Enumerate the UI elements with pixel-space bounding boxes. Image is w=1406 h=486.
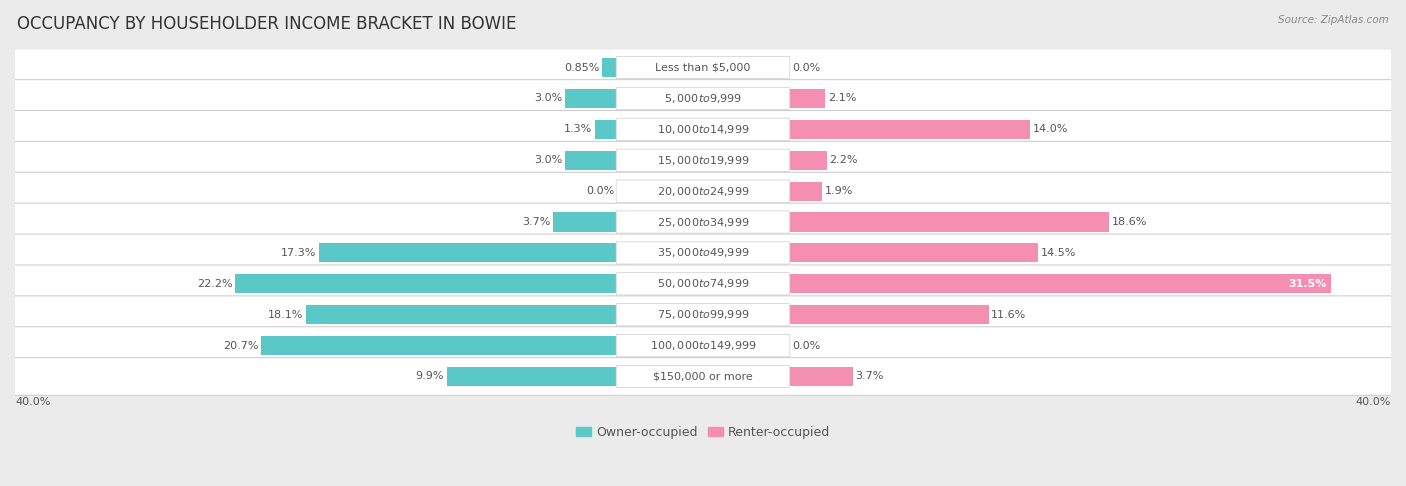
Bar [789,305,988,324]
Bar [235,274,617,294]
FancyBboxPatch shape [616,304,790,326]
FancyBboxPatch shape [616,118,790,140]
FancyBboxPatch shape [4,110,1402,148]
Bar [565,89,617,108]
FancyBboxPatch shape [4,327,1402,364]
Text: 0.0%: 0.0% [792,341,820,350]
FancyBboxPatch shape [4,173,1402,210]
FancyBboxPatch shape [4,296,1402,333]
Text: $10,000 to $14,999: $10,000 to $14,999 [657,123,749,136]
Bar [789,151,827,170]
Bar [789,243,1039,262]
FancyBboxPatch shape [616,87,790,109]
Legend: Owner-occupied, Renter-occupied: Owner-occupied, Renter-occupied [571,421,835,444]
Bar [565,151,617,170]
Text: 14.5%: 14.5% [1042,248,1077,258]
FancyBboxPatch shape [616,56,790,79]
Text: 40.0%: 40.0% [1355,397,1391,407]
Text: 17.3%: 17.3% [281,248,316,258]
Text: 11.6%: 11.6% [991,310,1026,320]
FancyBboxPatch shape [616,149,790,172]
Bar [554,212,617,232]
Text: 0.85%: 0.85% [564,63,599,72]
Bar [789,212,1109,232]
FancyBboxPatch shape [616,273,790,295]
Bar [262,336,617,355]
Bar [789,120,1029,139]
FancyBboxPatch shape [616,242,790,264]
Bar [789,367,852,386]
Text: $25,000 to $34,999: $25,000 to $34,999 [657,215,749,228]
FancyBboxPatch shape [4,203,1402,241]
Text: $5,000 to $9,999: $5,000 to $9,999 [664,92,742,105]
Text: 3.7%: 3.7% [522,217,551,227]
FancyBboxPatch shape [616,211,790,233]
Bar [447,367,617,386]
Text: Less than $5,000: Less than $5,000 [655,63,751,72]
Text: 3.7%: 3.7% [855,371,884,382]
Bar [305,305,617,324]
Text: 2.1%: 2.1% [828,93,856,104]
Text: 40.0%: 40.0% [15,397,51,407]
Text: 31.5%: 31.5% [1288,279,1327,289]
Text: 3.0%: 3.0% [534,155,562,165]
Text: $15,000 to $19,999: $15,000 to $19,999 [657,154,749,167]
Text: 1.9%: 1.9% [824,186,853,196]
FancyBboxPatch shape [4,358,1402,395]
Bar [319,243,617,262]
Text: 0.0%: 0.0% [792,63,820,72]
Text: 1.3%: 1.3% [564,124,592,134]
Text: 20.7%: 20.7% [222,341,259,350]
Text: Source: ZipAtlas.com: Source: ZipAtlas.com [1278,15,1389,25]
Text: $50,000 to $74,999: $50,000 to $74,999 [657,278,749,290]
Bar [789,89,825,108]
FancyBboxPatch shape [4,265,1402,303]
FancyBboxPatch shape [4,141,1402,179]
Text: 14.0%: 14.0% [1032,124,1069,134]
Text: 9.9%: 9.9% [415,371,444,382]
Text: $75,000 to $99,999: $75,000 to $99,999 [657,308,749,321]
FancyBboxPatch shape [4,49,1402,87]
FancyBboxPatch shape [4,80,1402,117]
Text: $150,000 or more: $150,000 or more [654,371,752,382]
Text: $35,000 to $49,999: $35,000 to $49,999 [657,246,749,260]
FancyBboxPatch shape [616,334,790,357]
Text: 3.0%: 3.0% [534,93,562,104]
Bar [595,120,617,139]
FancyBboxPatch shape [616,180,790,202]
Bar [602,58,617,77]
Bar [789,182,821,201]
Text: 18.1%: 18.1% [267,310,302,320]
Text: $20,000 to $24,999: $20,000 to $24,999 [657,185,749,198]
Text: 2.2%: 2.2% [830,155,858,165]
Text: OCCUPANCY BY HOUSEHOLDER INCOME BRACKET IN BOWIE: OCCUPANCY BY HOUSEHOLDER INCOME BRACKET … [17,15,516,33]
Text: 22.2%: 22.2% [197,279,232,289]
Text: 18.6%: 18.6% [1112,217,1147,227]
Text: 0.0%: 0.0% [586,186,614,196]
FancyBboxPatch shape [616,365,790,388]
Bar [789,274,1331,294]
FancyBboxPatch shape [4,234,1402,272]
Text: $100,000 to $149,999: $100,000 to $149,999 [650,339,756,352]
